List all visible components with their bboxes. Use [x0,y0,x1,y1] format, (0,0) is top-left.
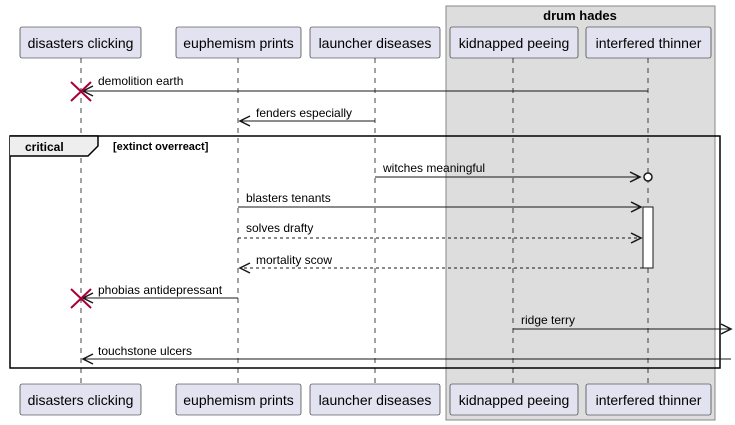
group-title: drum hades [543,8,617,23]
fragment-condition: [extinct overreact] [113,141,209,153]
participant-top-disasters-clicking: disasters clicking [19,26,142,59]
participant-label: disasters clicking [28,392,134,408]
participant-bottom-euphemism-prints: euphemism prints [175,383,302,416]
group-box [445,5,716,421]
destroy-icon [70,81,92,102]
critical-fragment-tab [10,135,99,157]
lost-message-circle [643,172,653,182]
message-label: witches meaningful [382,161,485,175]
destroy-icon [70,288,92,309]
message-label: solves drafty [246,221,313,235]
participant-label: euphemism prints [183,35,294,51]
fragment-operator: critical [25,140,64,154]
message-ridge-terry: ridge terry [513,313,733,335]
participant-bottom-launcher-diseases: launcher diseases [309,383,441,416]
message-label: touchstone ulcers [98,344,192,358]
message-solves-drafty: solves drafty [238,221,643,244]
participant-bottom-interfered-thinner: interfered thinner [585,383,712,416]
message-label: demolition earth [98,74,183,88]
critical-fragment [9,135,721,369]
message-touchstone-ulcers: touchstone ulcers [81,344,731,365]
message-label: phobias antidepressant [98,283,223,297]
participant-label: kidnapped peeing [459,35,570,51]
message-label: fenders especially [256,106,352,120]
participant-label: interfered thinner [596,35,702,51]
message-label: ridge terry [521,313,575,327]
message-mortality-scow: mortality scow [238,253,643,274]
participant-label: disasters clicking [28,35,134,51]
participant-label: launcher diseases [319,392,432,408]
participant-label: launcher diseases [319,35,432,51]
participant-label: kidnapped peeing [459,392,570,408]
message-label: mortality scow [256,253,332,267]
message-witches-meaningful: witches meaningful [375,161,653,183]
participant-top-euphemism-prints: euphemism prints [175,26,302,59]
message-fenders-especially: fenders especially [238,106,375,127]
participant-top-launcher-diseases: launcher diseases [309,26,441,59]
participant-top-interfered-thinner: interfered thinner [585,26,712,59]
message-label: blasters tenants [246,191,331,205]
message-phobias-antidepressant: phobias antidepressant [70,283,238,309]
message-demolition-earth: demolition earth [70,74,648,102]
participant-bottom-disasters-clicking: disasters clicking [19,383,142,416]
activation-bar [642,206,654,269]
participant-bottom-kidnapped-peeing: kidnapped peeing [449,383,579,416]
participant-label: interfered thinner [596,392,702,408]
participant-top-kidnapped-peeing: kidnapped peeing [449,26,579,59]
participant-label: euphemism prints [183,392,294,408]
message-blasters-tenants: blasters tenants [238,191,643,213]
